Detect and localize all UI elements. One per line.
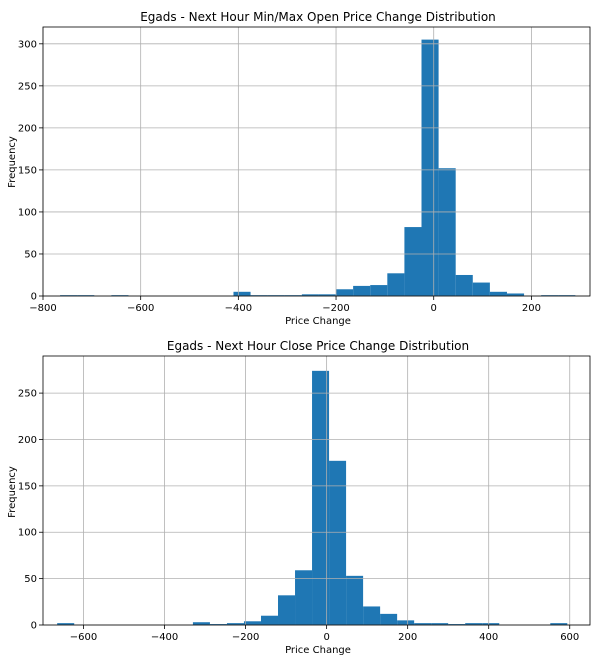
x-tick-label: −200 bbox=[322, 303, 349, 314]
histogram-bar bbox=[482, 623, 500, 625]
y-axis-label: Frequency bbox=[7, 466, 18, 518]
histogram-bar bbox=[226, 623, 244, 625]
y-tick-label: 0 bbox=[31, 292, 37, 303]
histogram-bar bbox=[414, 623, 432, 625]
histogram-bar bbox=[318, 294, 337, 296]
histogram-bar bbox=[558, 295, 576, 296]
y-tick-label: 150 bbox=[18, 165, 37, 176]
x-tick-label: −400 bbox=[225, 303, 252, 314]
histogram-bar bbox=[336, 289, 354, 296]
histogram-bar bbox=[370, 285, 388, 296]
y-tick-label: 100 bbox=[18, 207, 37, 218]
x-tick-label: −600 bbox=[127, 303, 154, 314]
histogram-bar bbox=[111, 295, 129, 296]
x-tick-label: 600 bbox=[560, 632, 579, 643]
plot-frame bbox=[42, 26, 591, 297]
x-tick-label: 400 bbox=[479, 632, 498, 643]
histogram-bar bbox=[380, 613, 398, 625]
histogram-bar bbox=[250, 295, 268, 296]
histogram-bar bbox=[387, 273, 405, 296]
grid bbox=[42, 27, 590, 297]
histogram-bar bbox=[60, 295, 78, 296]
histogram-bar bbox=[438, 168, 456, 296]
histogram-open-price-change: Egads - Next Hour Min/Max Open Price Cha… bbox=[7, 10, 591, 327]
plot-frame bbox=[42, 355, 591, 626]
y-tick-label: 200 bbox=[18, 435, 37, 446]
histogram-bar bbox=[363, 606, 381, 625]
x-tick-label: −400 bbox=[151, 632, 178, 643]
x-tick-label: 200 bbox=[398, 632, 417, 643]
histogram-bar bbox=[472, 282, 490, 296]
histogram-bar bbox=[260, 615, 279, 625]
x-tick-label: 200 bbox=[522, 303, 541, 314]
chart-title: Egads - Next Hour Close Price Change Dis… bbox=[167, 339, 469, 353]
y-tick-label: 150 bbox=[18, 481, 37, 492]
histogram-bar bbox=[448, 624, 466, 625]
chart-title: Egads - Next Hour Min/Max Open Price Cha… bbox=[140, 10, 496, 24]
histogram-close-price-change: Egads - Next Hour Close Price Change Dis… bbox=[7, 339, 591, 656]
x-tick-label: 0 bbox=[431, 303, 437, 314]
histogram-bar bbox=[284, 295, 302, 296]
histogram-bar bbox=[346, 575, 364, 625]
y-tick-label: 100 bbox=[18, 528, 37, 539]
y-axis-label: Frequency bbox=[7, 136, 18, 188]
histogram-bar bbox=[541, 295, 559, 296]
x-tick-label: 0 bbox=[323, 632, 329, 643]
axes: −600 −400 −200 0 200 400 600 0 50 100 150 200 250 bbox=[18, 355, 591, 643]
y-tick-label: 0 bbox=[31, 621, 37, 632]
histogram-bar bbox=[278, 595, 296, 625]
x-axis-label: Price Change bbox=[285, 316, 351, 327]
histogram-bar bbox=[455, 274, 473, 296]
y-tick-label: 50 bbox=[24, 249, 37, 260]
histogram-bar bbox=[506, 293, 525, 296]
bars bbox=[60, 39, 576, 297]
x-tick-label: −600 bbox=[70, 632, 97, 643]
histogram-bar bbox=[353, 285, 371, 296]
histogram-bar bbox=[301, 294, 319, 296]
histogram-bar bbox=[431, 623, 449, 625]
x-tick-label: −200 bbox=[232, 632, 259, 643]
histogram-bar bbox=[397, 620, 415, 625]
histogram-bar bbox=[329, 460, 347, 625]
histogram-bar bbox=[192, 622, 210, 625]
x-axis-label: Price Change bbox=[285, 645, 351, 656]
histogram-bar bbox=[489, 291, 507, 296]
y-tick-label: 300 bbox=[18, 39, 37, 50]
histogram-bar bbox=[312, 370, 330, 625]
y-tick-label: 250 bbox=[18, 81, 37, 92]
histogram-bar bbox=[233, 291, 251, 296]
histogram-bar bbox=[77, 295, 95, 296]
histogram-bar bbox=[421, 39, 439, 297]
grid bbox=[43, 356, 590, 626]
histogram-bar bbox=[550, 623, 568, 625]
axes: −800 −600 −400 −200 0 200 0 50 100 150 200 250 300 bbox=[18, 26, 591, 314]
histogram-bar bbox=[404, 227, 422, 296]
histogram-bar bbox=[209, 624, 227, 625]
histogram-bar bbox=[57, 623, 75, 625]
histogram-bar bbox=[267, 295, 285, 296]
histogram-bar bbox=[295, 570, 313, 625]
y-tick-label: 200 bbox=[18, 123, 37, 134]
y-tick-label: 250 bbox=[18, 389, 37, 400]
x-tick-label: −800 bbox=[29, 303, 56, 314]
histogram-bar bbox=[243, 621, 261, 625]
histogram-bar bbox=[465, 623, 483, 625]
y-tick-label: 50 bbox=[24, 574, 37, 585]
bars bbox=[57, 370, 568, 625]
